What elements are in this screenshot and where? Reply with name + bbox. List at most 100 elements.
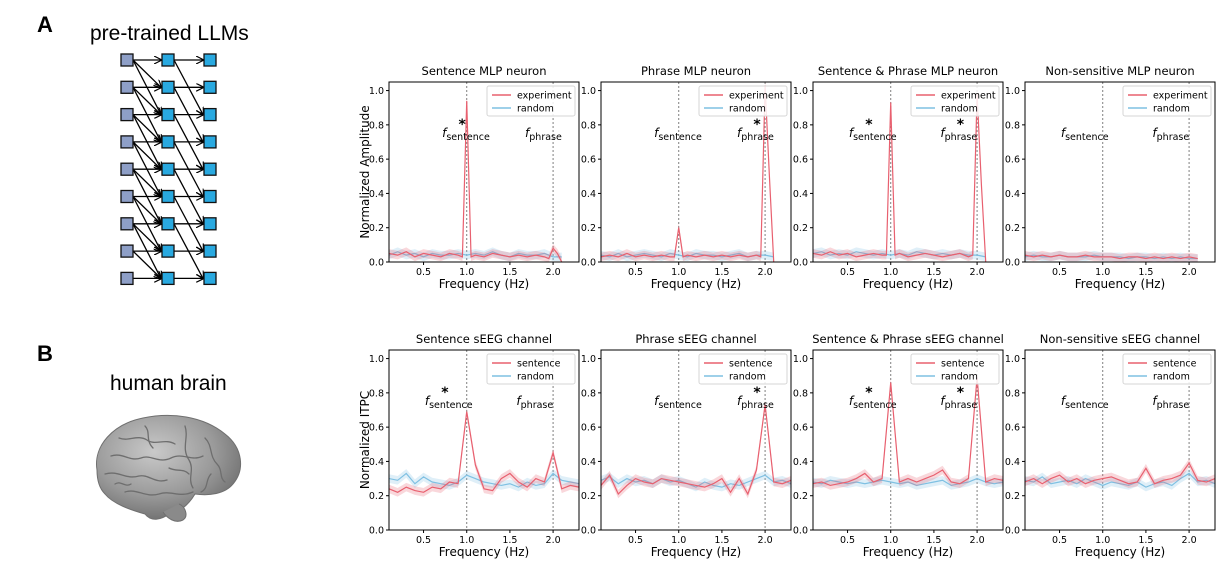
chart-b-2: Sentence & Phrase sEEG channel 0.0 0.2 0.4 0… <box>793 332 1004 559</box>
x-axis-label: Frequency (Hz) <box>863 277 954 291</box>
x-tick-label: 2.0 <box>758 535 773 546</box>
plot-frame <box>600 349 792 531</box>
chart-a-2: Sentence & Phrase MLP neuron 0.0 0.2 0.4 0.6… <box>793 64 1004 291</box>
y-tick-label: 0.4 <box>793 189 808 200</box>
y-tick-label: 1.0 <box>1005 354 1020 365</box>
network-edge <box>132 114 161 142</box>
x-tick-label: 1.0 <box>883 267 898 278</box>
y-tick-label: 1.0 <box>1005 86 1020 97</box>
significance-star: * <box>753 117 761 133</box>
chart-title: Sentence sEEG channel <box>416 332 552 346</box>
chart-title: Sentence MLP neuron <box>422 64 547 78</box>
network-edge <box>132 250 161 278</box>
chart-title: Sentence & Phrase MLP neuron <box>818 64 998 78</box>
x-tick-label: 0.5 <box>840 535 855 546</box>
series-line-random <box>388 472 580 488</box>
y-tick-label: 0.6 <box>581 155 596 166</box>
significance-star: * <box>957 385 965 401</box>
y-tick-label: 0.4 <box>1005 457 1020 468</box>
chart-title: Sentence & Phrase sEEG channel <box>812 332 1004 346</box>
y-axis-label: Normalized Amplitude <box>358 105 372 238</box>
legend-label: random <box>729 372 766 383</box>
y-tick-label: 0.8 <box>1005 388 1020 399</box>
x-tick-label: 0.5 <box>416 535 431 546</box>
y-tick-label: 0.2 <box>793 223 808 234</box>
panel-b-caption: human brain <box>110 372 227 395</box>
significance-star: * <box>753 385 761 401</box>
x-tick-label: 0.5 <box>1052 267 1067 278</box>
network-node <box>161 53 175 67</box>
legend-label: sentence <box>1153 359 1197 370</box>
significance-star: * <box>957 117 965 133</box>
legend-label: experiment <box>1153 91 1208 102</box>
y-tick-label: 0.2 <box>1005 491 1020 502</box>
x-tick-label: 1.5 <box>502 535 517 546</box>
series-band-random <box>389 247 562 262</box>
legend-label: experiment <box>941 91 996 102</box>
network-node <box>161 162 175 176</box>
series-band-sentence <box>813 373 1003 490</box>
legend-label: random <box>941 372 978 383</box>
x-tick-label: 1.5 <box>926 267 941 278</box>
network-edge <box>132 196 161 224</box>
chart-title: Non-sensitive sEEG channel <box>1040 332 1200 346</box>
x-tick-label: 1.0 <box>671 535 686 546</box>
legend-label: sentence <box>729 359 773 370</box>
y-tick-label: 0.8 <box>581 120 596 131</box>
y-tick-label: 0.2 <box>369 491 384 502</box>
significance-star: * <box>865 117 873 133</box>
network-node <box>120 244 134 258</box>
x-tick-label: 2.0 <box>758 267 773 278</box>
network-node <box>120 162 134 176</box>
y-tick-label: 1.0 <box>793 86 808 97</box>
y-tick-label: 0.4 <box>1005 189 1020 200</box>
network-node <box>203 80 217 94</box>
chart-a-3: Non-sensitive MLP neuron 0.0 0.2 0.4 0.6 0.8 1… <box>1005 64 1216 291</box>
chart-a-1: Phrase MLP neuron 0.0 0.2 0.4 0.6 0.8 1.0 0.5 1.… <box>581 64 792 291</box>
y-tick-label: 0.0 <box>1005 526 1020 537</box>
series-line-experiment <box>600 85 775 263</box>
y-tick-label: 1.0 <box>793 354 808 365</box>
legend-label: random <box>1153 104 1190 115</box>
plot-frame <box>1024 81 1216 263</box>
freq-annotation: fphrase <box>516 394 553 411</box>
significance-star: * <box>441 385 449 401</box>
plot-frame <box>388 81 580 263</box>
x-tick-label: 1.5 <box>714 535 729 546</box>
chart-title: Phrase sEEG channel <box>635 332 756 346</box>
llm-network-diagram <box>120 53 217 286</box>
legend-label: experiment <box>729 91 784 102</box>
network-edges <box>132 60 203 278</box>
y-tick-label: 0.2 <box>793 491 808 502</box>
series-line-experiment <box>388 100 563 263</box>
x-axis-label: Frequency (Hz) <box>651 545 742 559</box>
y-tick-label: 1.0 <box>369 86 384 97</box>
chart-a-0: Sentence MLP neuron 0.0 0.2 0.4 0.6 0.8 1.0 0.5… <box>358 64 580 291</box>
legend-label: random <box>941 104 978 115</box>
network-node <box>120 135 134 149</box>
y-tick-label: 0.4 <box>369 189 384 200</box>
x-tick-label: 2.0 <box>1182 535 1197 546</box>
chart-title: Non-sensitive MLP neuron <box>1045 64 1194 78</box>
network-node <box>203 217 217 231</box>
network-edge <box>132 223 161 251</box>
legend-label: random <box>729 104 766 115</box>
x-tick-label: 2.0 <box>970 535 985 546</box>
network-edge <box>132 141 161 169</box>
network-node <box>161 217 175 231</box>
y-axis-label: Normalized ITPC <box>358 391 372 489</box>
y-tick-label: 0.2 <box>1005 223 1020 234</box>
x-tick-label: 1.0 <box>883 535 898 546</box>
x-tick-label: 2.0 <box>970 267 985 278</box>
x-tick-label: 1.0 <box>671 267 686 278</box>
y-tick-label: 0.0 <box>1005 258 1020 269</box>
series-line-sentence <box>812 377 1004 487</box>
freq-annotation: fphrase <box>940 126 977 143</box>
x-axis-label: Frequency (Hz) <box>651 277 742 291</box>
network-node <box>161 107 175 122</box>
y-tick-label: 0.4 <box>581 457 596 468</box>
freq-annotation: fsentence <box>442 126 490 143</box>
y-tick-label: 0.0 <box>793 258 808 269</box>
chart-b-0: Sentence sEEG channel 0.0 0.2 0.4 0.6 0.8 1.0 0… <box>358 332 580 559</box>
